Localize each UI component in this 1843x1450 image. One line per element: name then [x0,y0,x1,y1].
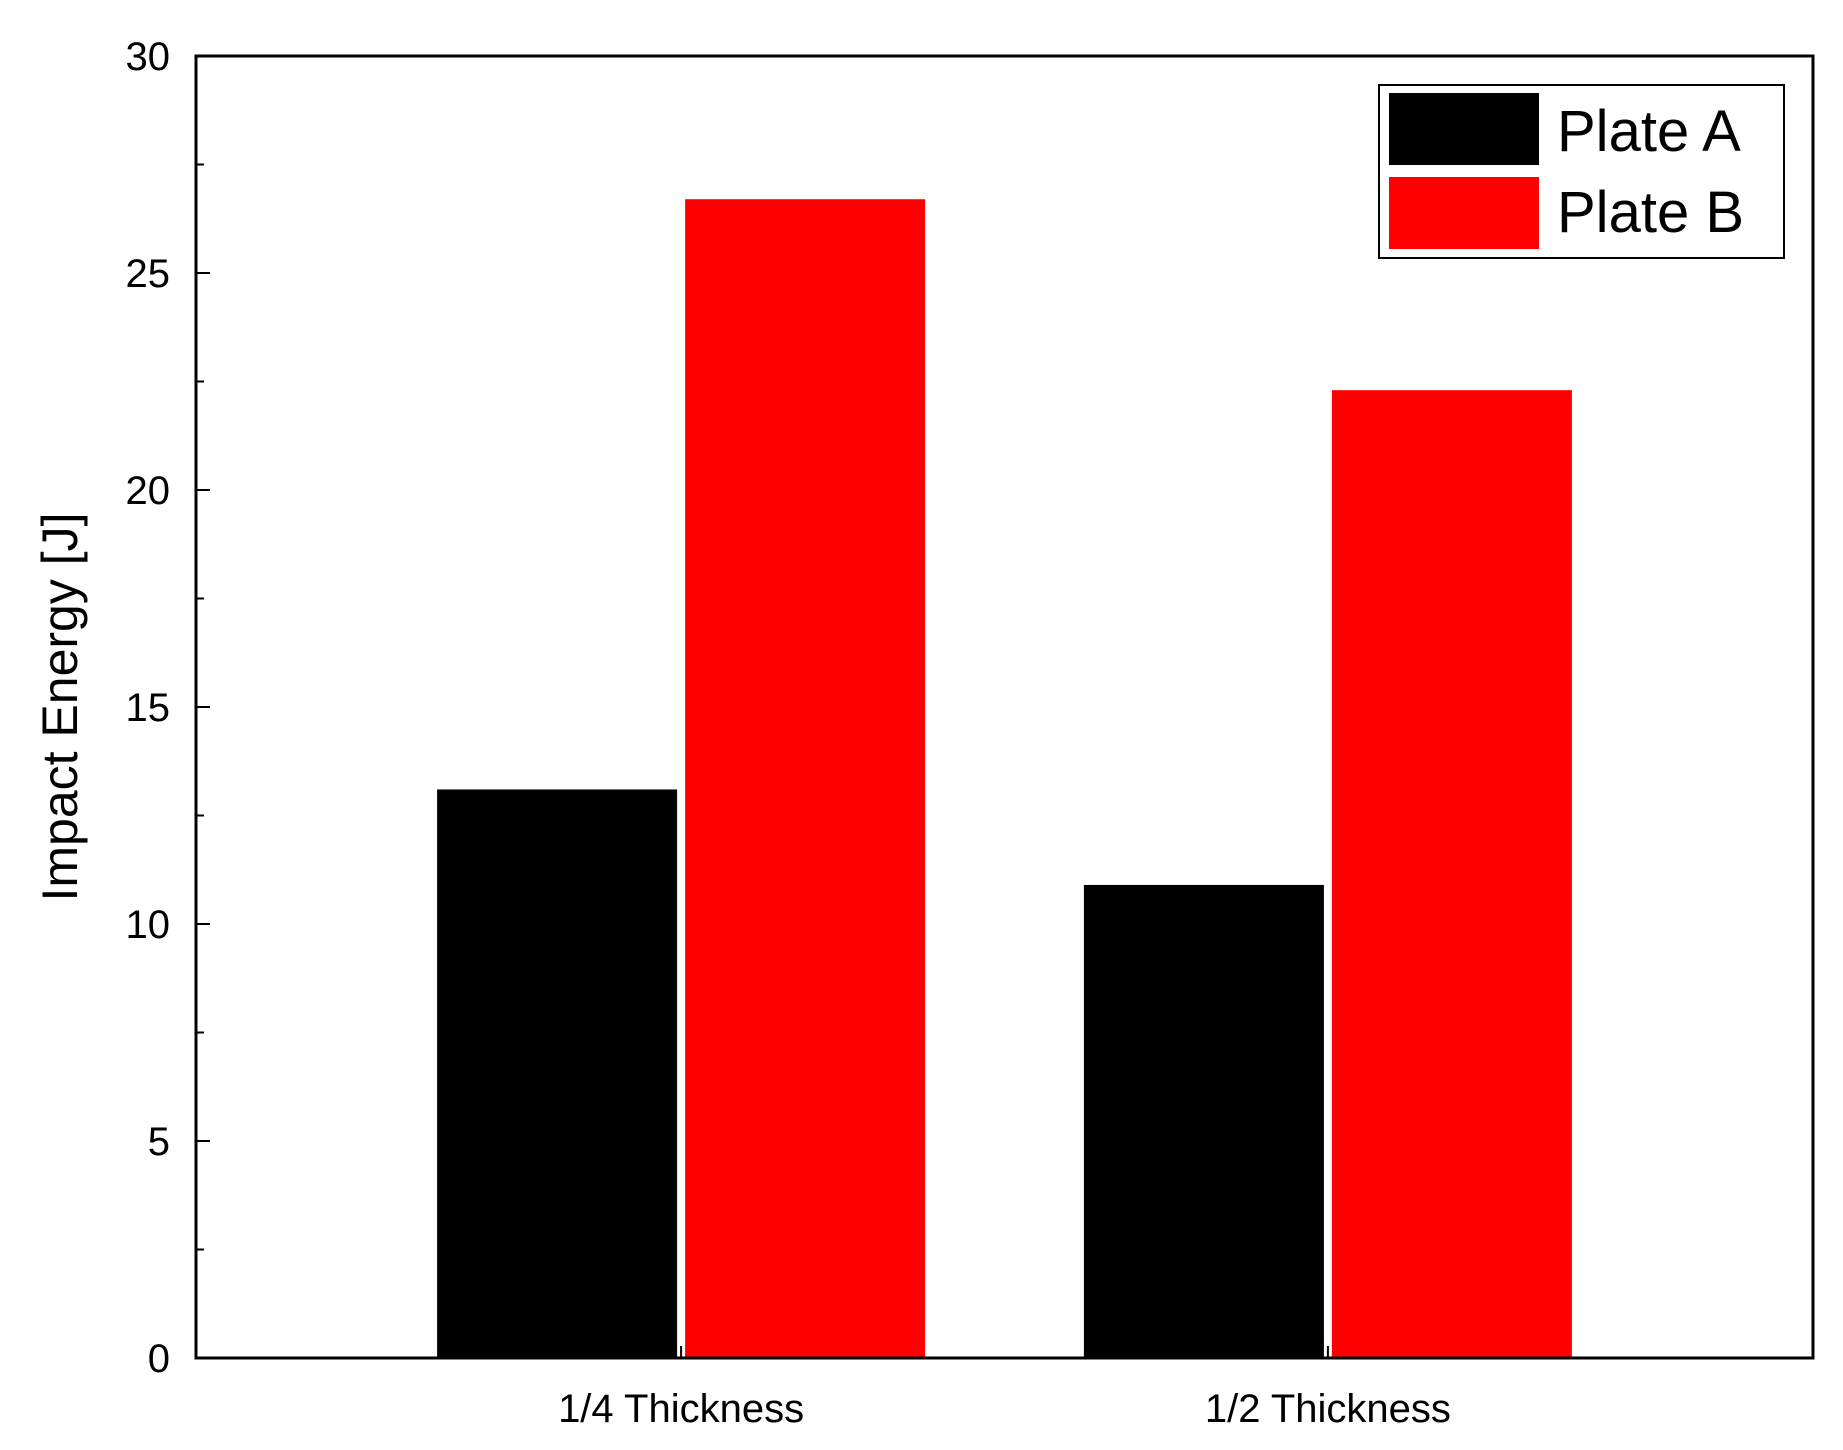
legend: Plate A Plate B [1378,84,1785,259]
bar-plate-a-1 [437,789,678,1358]
legend-swatch-plate-a [1389,93,1539,165]
y-tick-label: 30 [126,35,171,79]
legend-swatch-plate-b [1389,177,1539,249]
y-tick-label: 5 [148,1120,170,1164]
legend-label-plate-a: Plate A [1557,99,1741,164]
y-axis-title: Impact Energy [J] [32,512,88,901]
y-axis-ticks: 0 5 10 15 20 25 30 [126,35,210,1381]
y-tick-label: 10 [126,903,171,947]
bars-layer [437,199,1572,1359]
x-tick-label: 1/4 Thickness [558,1387,804,1431]
y-tick-label: 20 [126,469,171,513]
y-tick-label: 25 [126,252,171,296]
x-tick-label: 1/2 Thickness [1205,1387,1451,1431]
x-axis-ticks: 1/4 Thickness 1/2 Thickness [558,1346,1451,1431]
bar-plate-b-2 [1331,390,1572,1358]
bar-plate-a-2 [1083,884,1324,1358]
legend-label-plate-b: Plate B [1557,180,1744,245]
bar-plate-b-1 [685,199,926,1359]
y-tick-label: 15 [126,686,171,730]
y-tick-label: 0 [148,1337,170,1381]
